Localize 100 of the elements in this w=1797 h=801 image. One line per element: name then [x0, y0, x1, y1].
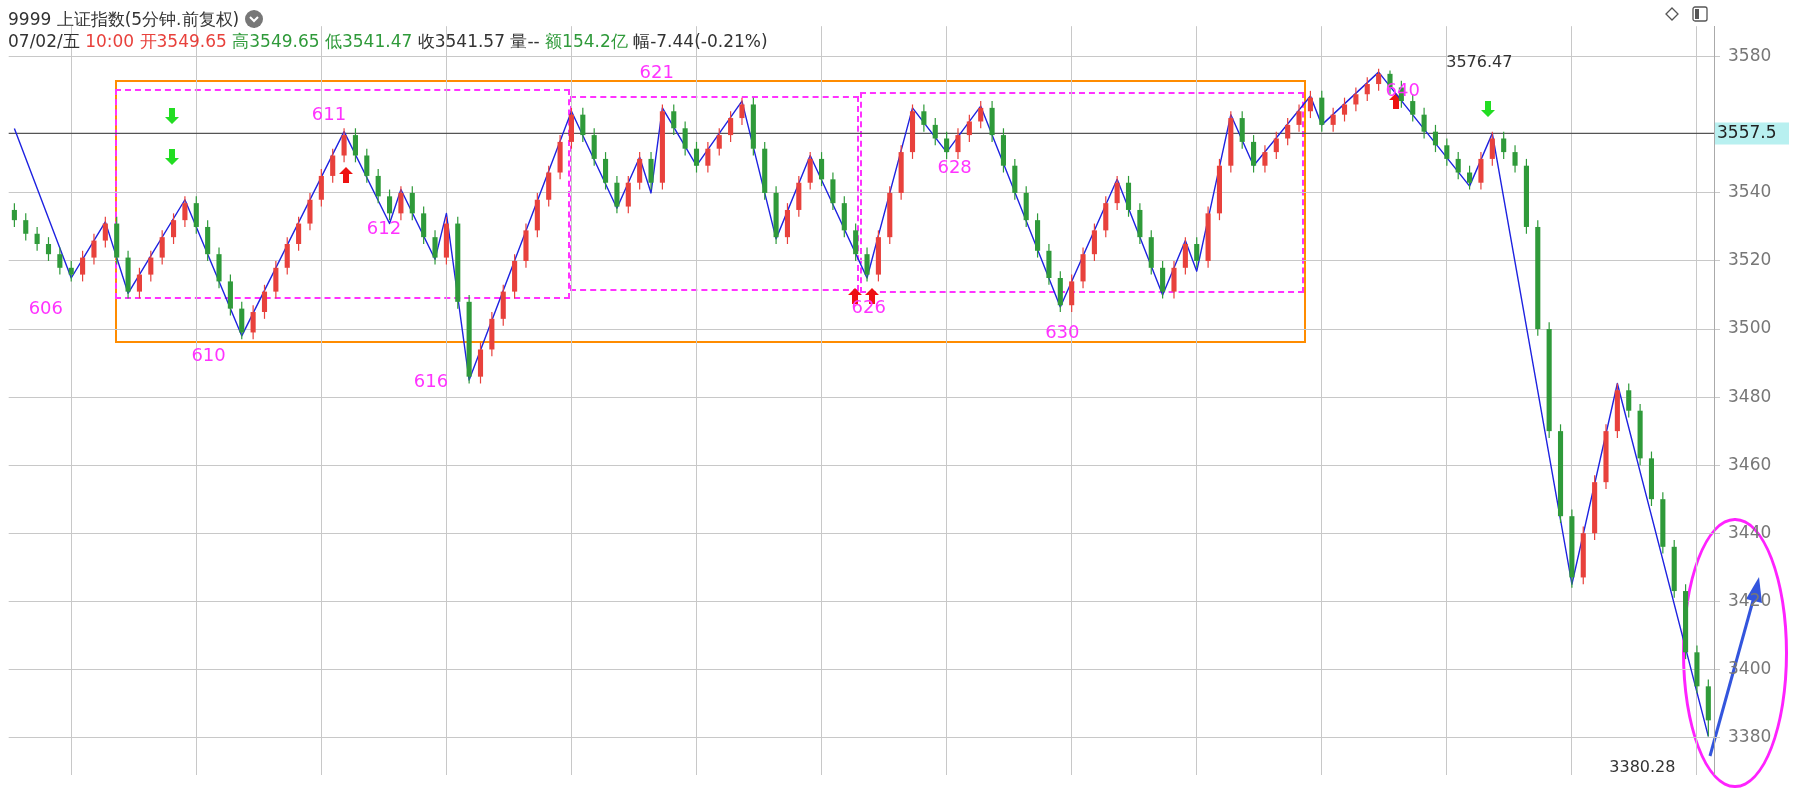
candlestick — [23, 212, 29, 242]
candlestick — [637, 151, 643, 191]
candlestick — [807, 151, 813, 191]
candlestick — [1273, 131, 1279, 160]
candlestick — [193, 195, 199, 235]
candlestick — [1455, 151, 1461, 180]
candlestick — [239, 301, 245, 340]
candlestick — [284, 236, 290, 276]
y-tick-label: 3460 — [1728, 453, 1772, 474]
candlestick — [11, 202, 17, 228]
candlestick — [1296, 103, 1302, 133]
candlestick — [625, 175, 631, 214]
candlestick — [1285, 117, 1291, 146]
candlestick — [944, 131, 950, 160]
candlestick — [386, 188, 393, 221]
candlestick — [921, 103, 927, 133]
y-tick-label: 3480 — [1728, 385, 1772, 406]
candlestick — [1489, 131, 1495, 167]
candlestick — [1330, 107, 1336, 133]
annotation: 3380.28 — [1609, 756, 1676, 776]
chart-title: 9999 上证指数(5分钟.前复权) — [8, 8, 240, 30]
candlestick — [182, 195, 188, 228]
candlestick — [421, 205, 427, 245]
candlestick — [1478, 151, 1484, 191]
candlestick — [739, 97, 745, 126]
annotation: 628 — [937, 156, 972, 178]
candlestick — [864, 246, 870, 282]
candlestick — [1160, 260, 1166, 300]
candlestick — [1626, 382, 1632, 419]
candlestick — [341, 127, 347, 163]
candlestick — [1194, 236, 1200, 269]
candlestick — [91, 233, 97, 265]
candlestick — [728, 110, 734, 143]
y-tick-label: 3500 — [1728, 317, 1772, 338]
candlestick — [966, 114, 972, 143]
candlestick — [693, 141, 700, 174]
candlestick — [1069, 274, 1075, 313]
candlestick — [1432, 124, 1439, 153]
annotation: 610 — [191, 344, 226, 366]
candlestick — [364, 148, 370, 184]
candlestick — [591, 127, 597, 167]
candlestick — [1364, 76, 1370, 102]
candlestick — [1467, 165, 1473, 191]
candlestick — [307, 192, 313, 231]
candlestick — [250, 304, 256, 340]
candlestick — [978, 100, 984, 129]
candlestick — [1501, 131, 1507, 160]
candlestick — [34, 226, 40, 252]
candlestick — [409, 185, 415, 221]
candlestick — [57, 246, 63, 276]
candlestick — [273, 260, 279, 300]
candlestick — [102, 216, 108, 248]
y-tick-label: 3580 — [1728, 45, 1772, 66]
candlestick — [648, 151, 654, 191]
annotation: 621 — [639, 61, 674, 83]
candlestick — [148, 250, 154, 282]
annotation: 3576.47 — [1446, 52, 1513, 72]
candlestick — [1182, 236, 1188, 276]
candlestick — [932, 117, 938, 146]
candlestick — [603, 151, 609, 191]
candlestick — [955, 127, 961, 160]
y-tick-label: 3540 — [1728, 181, 1772, 202]
candlestick — [398, 185, 404, 221]
candlestick — [159, 229, 165, 265]
candlestick — [1171, 260, 1177, 300]
candlestick — [170, 212, 177, 245]
candlestick — [1251, 134, 1257, 174]
candlestick — [614, 175, 620, 214]
candlestick — [1421, 107, 1427, 140]
candlestick — [1444, 137, 1450, 167]
candlestick — [296, 216, 302, 252]
candlestick — [1512, 144, 1518, 174]
annotation: 611 — [311, 103, 347, 125]
annotation: 626 — [851, 295, 886, 317]
candlestick — [136, 267, 142, 300]
candlestick — [682, 120, 688, 157]
candlestick — [1341, 97, 1348, 123]
candlestick — [671, 103, 677, 136]
candlestick — [1307, 90, 1313, 119]
candlestick — [80, 250, 86, 282]
annotation: 630 — [1045, 321, 1080, 343]
candlestick — [330, 148, 336, 184]
candlestick — [1114, 175, 1120, 211]
candlestick — [68, 260, 74, 282]
candlestick — [1239, 110, 1245, 150]
y-tick-label: 3520 — [1728, 249, 1772, 270]
candlestick — [580, 107, 586, 143]
candlestick — [432, 229, 438, 265]
candlestick — [45, 236, 52, 262]
candlestick — [830, 171, 836, 211]
annotation: 606 — [28, 297, 64, 319]
candlestick — [318, 168, 324, 208]
ref-line-label: 3557.5 — [1717, 121, 1777, 142]
candlestick — [705, 141, 711, 174]
candlestick — [1376, 68, 1382, 92]
candlestick — [352, 127, 358, 163]
annotation: 616 — [413, 370, 449, 392]
candlestick — [1353, 86, 1359, 112]
candlestick — [261, 284, 268, 320]
annotation: 612 — [366, 216, 402, 238]
